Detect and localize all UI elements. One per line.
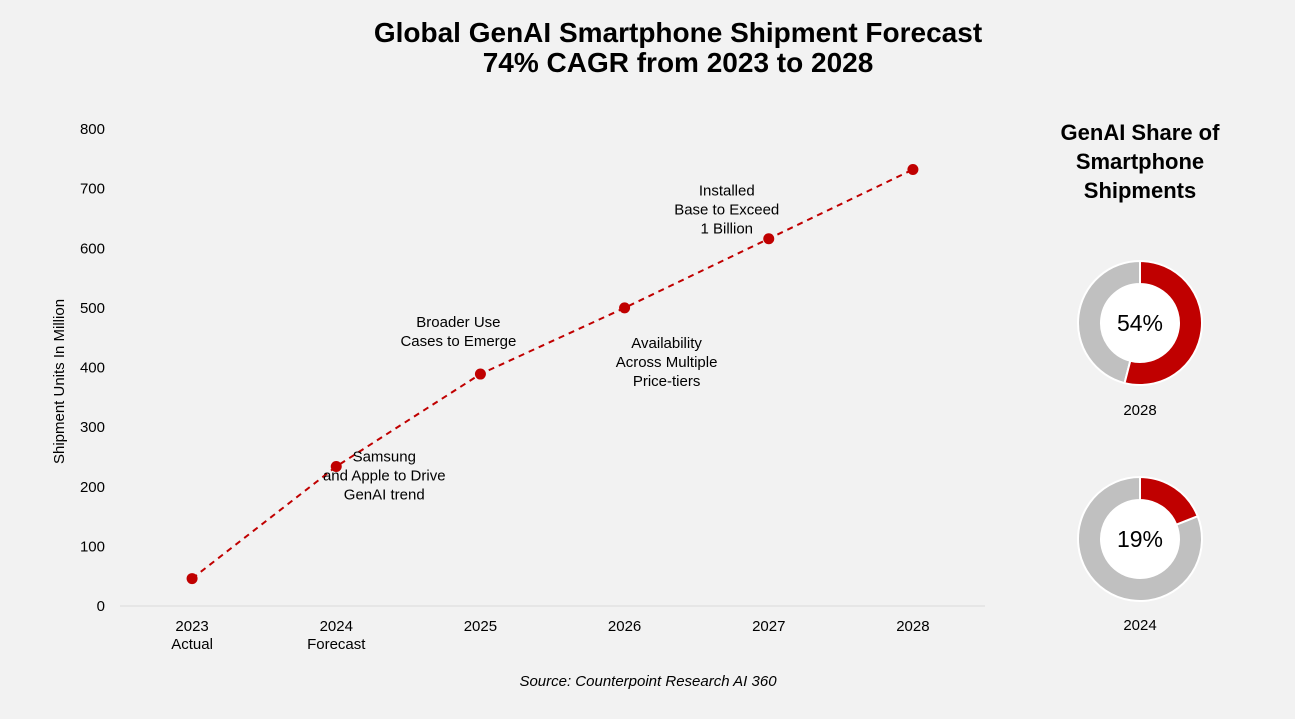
donut-chart-2024: 19%	[1077, 475, 1203, 602]
series-line	[191, 168, 914, 580]
x-tick-label: 2028	[896, 618, 929, 635]
y-axis-ticks: 0 100 200 300 400 500 600 700 800	[80, 121, 105, 615]
y-tick-label: 100	[80, 538, 105, 555]
donut-label-2028: 2028	[1123, 402, 1157, 419]
donut-label-2024: 2024	[1123, 617, 1157, 634]
x-tick-label: 2024	[320, 618, 353, 635]
y-axis-label: Shipment Units In Million	[51, 299, 68, 464]
y-tick-label: 700	[80, 181, 105, 198]
y-tick-label: 300	[80, 419, 105, 436]
x-tick-label: Actual	[171, 636, 213, 653]
donut-hole	[1101, 284, 1179, 362]
annotation-text: Cases to Emerge	[400, 333, 516, 350]
y-tick-label: 200	[80, 479, 105, 496]
annotation-text: 1 Billion	[700, 221, 753, 238]
x-tick-label: 2026	[608, 618, 641, 635]
line-chart: 0 100 200 300 400 500 600 700 800 Shipment Units…	[51, 121, 985, 653]
annotation-text: and Apple to Drive	[323, 467, 446, 484]
donut-title-line-1: GenAI Share of	[1060, 120, 1220, 145]
source-note: Source: Counterpoint Research AI 360	[519, 673, 777, 690]
y-tick-label: 800	[80, 121, 105, 138]
data-point	[330, 460, 342, 472]
x-tick-label: 2025	[464, 618, 497, 635]
donut-center-label: 19%	[1117, 526, 1163, 552]
annotation-text: Installed	[699, 183, 755, 200]
donut-hole	[1101, 500, 1179, 578]
donut-title-line-3: Shipments	[1083, 178, 1197, 203]
y-tick-label: 400	[80, 360, 105, 377]
data-point	[763, 233, 775, 245]
data-point	[186, 573, 198, 585]
annotation-text: GenAI trend	[344, 486, 425, 503]
annotation-text: Base to Exceed	[674, 202, 779, 219]
annotation-text: Broader Use	[416, 314, 500, 331]
annotation-text: Samsung	[353, 448, 416, 465]
donut-title-line-2: Smartphone	[1075, 149, 1205, 174]
donut-chart-2028: 54%	[1077, 259, 1203, 386]
x-tick-label: 2023	[175, 618, 208, 635]
series-points	[186, 164, 919, 585]
data-point	[619, 302, 631, 314]
chart-title: Global GenAI Smartphone Shipment Forecas…	[0, 18, 1295, 78]
y-tick-label: 600	[80, 240, 105, 257]
x-tick-label: 2027	[752, 618, 785, 635]
annotations: Samsung and Apple to Drive GenAI trend Broa…	[323, 183, 779, 504]
annotation-text: Across Multiple	[616, 354, 718, 371]
donut-center-label: 54%	[1117, 310, 1163, 336]
y-tick-label: 500	[80, 300, 105, 317]
annotation-text: Price-tiers	[633, 373, 701, 390]
data-point	[474, 368, 486, 380]
donut-panel-title: GenAI Share of Smartphone Shipments	[1040, 118, 1240, 205]
chart-title-line-2: 74% CAGR from 2023 to 2028	[482, 47, 874, 78]
x-tick-label: Forecast	[307, 636, 366, 653]
chart-title-line-1: Global GenAI Smartphone Shipment Forecas…	[373, 17, 983, 48]
data-point	[907, 164, 919, 176]
y-axis-title: Shipment Units In Million	[51, 299, 68, 464]
y-tick-label: 0	[97, 598, 105, 615]
annotation-text: Availability	[631, 335, 702, 352]
